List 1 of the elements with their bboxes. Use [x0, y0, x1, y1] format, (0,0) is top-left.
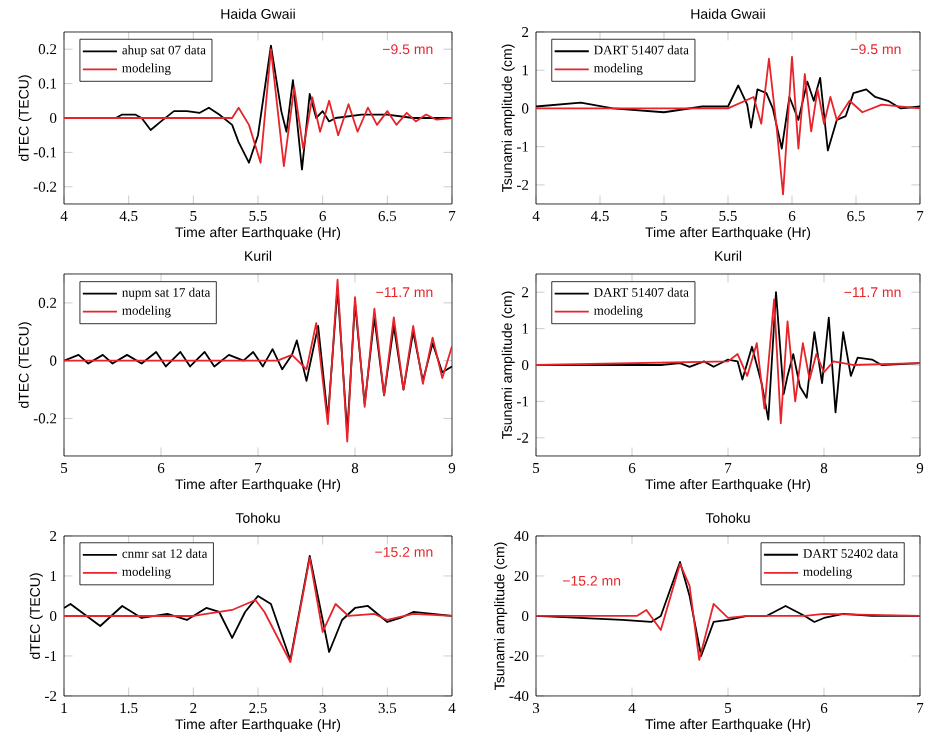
line-series [536, 55, 920, 196]
